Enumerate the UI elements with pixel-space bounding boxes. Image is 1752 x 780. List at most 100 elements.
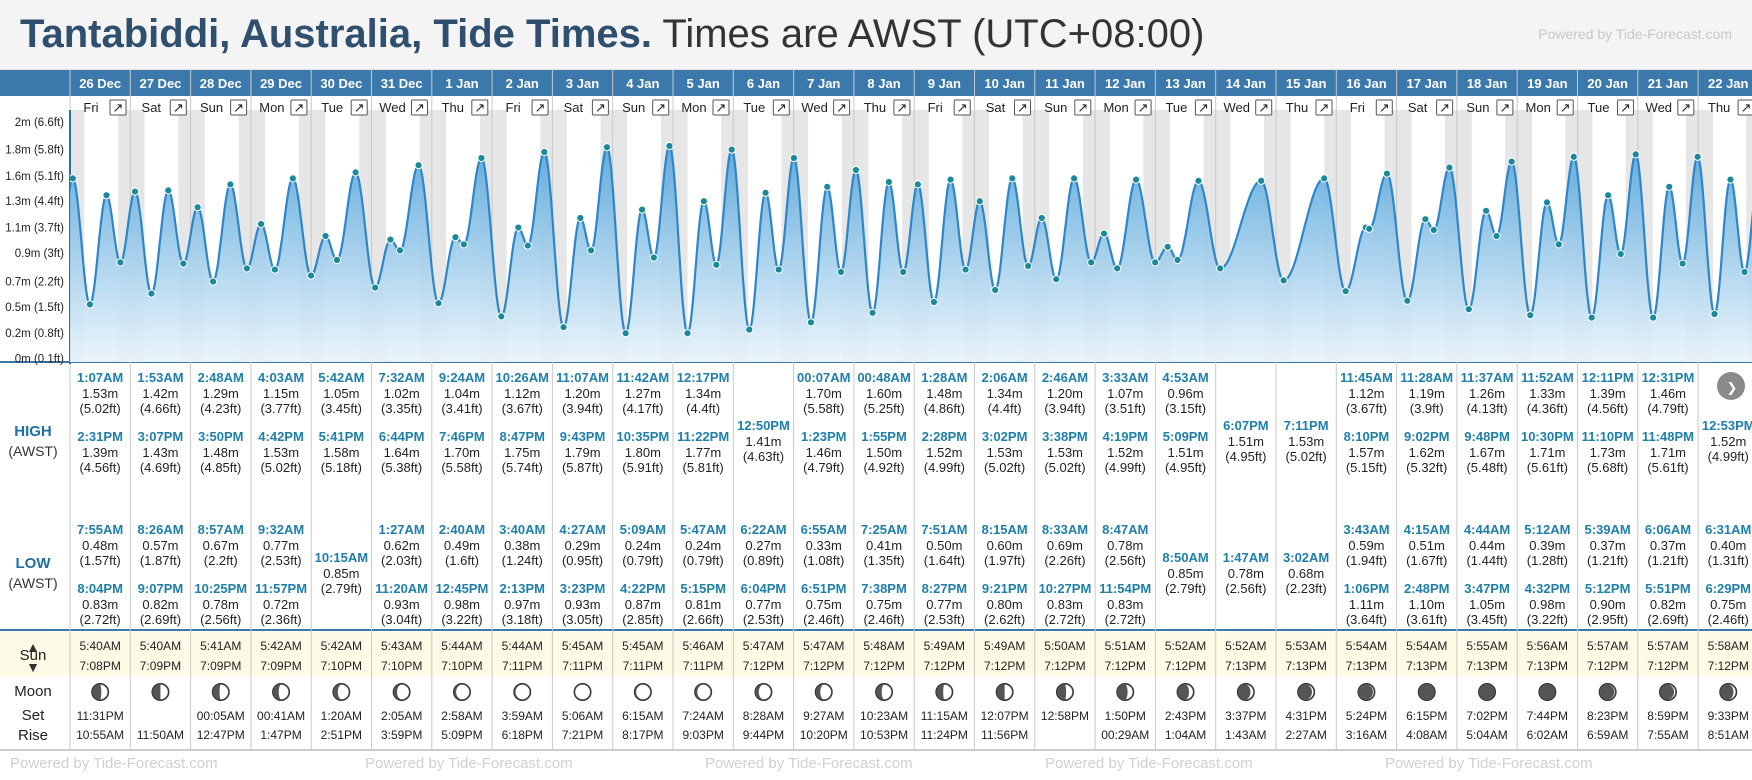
high-tide-marker	[699, 197, 708, 206]
expand-day-button[interactable]	[169, 99, 187, 116]
expand-day-button[interactable]	[1496, 99, 1514, 116]
expand-day-button[interactable]	[1677, 99, 1695, 116]
high-tide-feet: (4.69ft)	[140, 460, 181, 475]
expand-day-button[interactable]	[109, 99, 127, 116]
expand-icon: ↗	[776, 100, 787, 115]
moonrise-time: 8:17PM	[622, 728, 663, 742]
expand-icon: ↗	[293, 100, 304, 115]
expand-day-button[interactable]	[1556, 99, 1574, 116]
date-label: 27 Dec	[139, 76, 181, 91]
weekday-label: Sun	[622, 100, 645, 115]
high-tide-time: 4:19PM	[1102, 429, 1148, 444]
sunrise-time: 5:54AM	[1406, 639, 1447, 653]
high-tide-feet: (5.58ft)	[441, 460, 482, 475]
powered-by-watermark: Powered by Tide-Forecast.com	[705, 755, 913, 772]
weekday-label: Fri	[506, 100, 521, 115]
expand-day-button[interactable]	[1436, 99, 1454, 116]
weekday-label: Mon	[1103, 100, 1128, 115]
moonset-time: 7:24AM	[682, 709, 723, 723]
weekday-label: Mon	[259, 100, 284, 115]
moonset-time: 11:15AM	[921, 709, 968, 723]
expand-day-button[interactable]	[1014, 99, 1031, 116]
low-tide-meters: 0.81m	[685, 597, 721, 612]
expand-day-button[interactable]	[772, 99, 790, 116]
low-tide-meters: 0.72m	[263, 597, 299, 612]
sunset-time: 7:11PM	[562, 659, 602, 673]
moonset-time: 8:59PM	[1647, 709, 1688, 723]
low-tide-feet: (2.72ft)	[1105, 612, 1146, 627]
high-tide-time: 10:26AM	[496, 370, 549, 385]
expand-day-button[interactable]	[471, 99, 489, 116]
low-tide-feet: (2.56ft)	[1105, 553, 1146, 568]
low-tide-feet: (0.95ft)	[562, 553, 603, 568]
sunrise-time: 5:45AM	[562, 639, 603, 653]
moon-phase-icon	[1598, 683, 1617, 701]
low-tide-meters: 0.83m	[1047, 597, 1083, 612]
high-tide-marker	[288, 174, 297, 183]
high-tide-feet: (5.74ft)	[502, 460, 543, 475]
expand-day-button[interactable]	[1737, 99, 1752, 116]
y-tick-label: 0.2m (0.8ft)	[5, 328, 64, 340]
high-tide-marker	[946, 175, 955, 184]
low-tide-feet: (1.21ft)	[1587, 553, 1628, 568]
high-tide-feet: (5.81ft)	[683, 460, 724, 475]
high-tide-meters: 1.48m	[203, 445, 239, 460]
moonrise-time: 1:47PM	[260, 728, 301, 742]
powered-by-watermark: Powered by Tide-Forecast.com	[10, 755, 218, 772]
expand-day-button[interactable]	[411, 99, 428, 116]
sunrise-time: 5:46AM	[682, 639, 723, 653]
sunset-time: 7:11PM	[683, 659, 723, 673]
expand-day-button[interactable]	[1255, 99, 1273, 116]
high-tide-marker	[665, 141, 674, 151]
expand-day-button[interactable]	[1315, 99, 1333, 116]
expand-day-button[interactable]	[1194, 99, 1212, 116]
expand-day-button[interactable]	[1617, 99, 1634, 116]
high-tide-time: 11:07AM	[556, 370, 609, 385]
expand-day-button[interactable]	[712, 99, 730, 116]
expand-day-button[interactable]	[290, 99, 308, 116]
high-tide-meters: 1.80m	[625, 445, 661, 460]
low-tide-time: 3:43AM	[1343, 522, 1389, 537]
weekday-label: Thu	[442, 100, 464, 115]
moonrise-time: 4:08AM	[1406, 728, 1447, 742]
high-tide-marker	[975, 197, 984, 206]
moon-phase-lit	[219, 684, 229, 700]
high-tide-marker	[451, 233, 460, 242]
low-tide-time: 8:04PM	[77, 581, 123, 596]
high-tide-marker	[1665, 182, 1674, 191]
low-tide-time: 5:47AM	[680, 522, 726, 537]
high-tide-meters: 1.79m	[564, 445, 600, 460]
expand-icon: ↗	[1258, 100, 1269, 115]
expand-day-button[interactable]	[531, 99, 549, 116]
expand-day-button[interactable]	[833, 99, 851, 116]
high-tide-feet: (5.61ft)	[1527, 460, 1568, 475]
moon-phase-lit	[881, 684, 892, 700]
high-tide-feet: (5.02ft)	[80, 401, 121, 416]
moonset-time: 2:58AM	[441, 709, 482, 723]
expand-day-button[interactable]	[1074, 99, 1092, 116]
high-tide-time: 1:07AM	[77, 370, 123, 385]
sunrise-time: 5:51AM	[1105, 639, 1146, 653]
high-tide-meters: 1.52m	[1107, 445, 1143, 460]
high-tide-time: 11:37AM	[1461, 370, 1514, 385]
moon-phase-lit	[100, 684, 108, 700]
page-title: Tantabiddi, Australia, Tide Times. Times…	[20, 12, 1204, 57]
expand-day-button[interactable]	[591, 99, 609, 116]
expand-day-button[interactable]	[652, 99, 670, 116]
expand-day-button[interactable]	[1134, 99, 1152, 116]
expand-day-button[interactable]	[350, 99, 368, 116]
low-tide-feet: (3.22ft)	[1527, 612, 1568, 627]
sunset-time: 7:13PM	[1346, 659, 1387, 673]
expand-day-button[interactable]	[893, 99, 911, 116]
low-tide-feet: (1.64ft)	[924, 553, 965, 568]
next-page-button[interactable]	[1717, 372, 1745, 400]
high-tide-feet: (4.85ft)	[200, 460, 241, 475]
low-tide-feet: (1.57ft)	[80, 553, 121, 568]
expand-day-button[interactable]	[953, 99, 971, 116]
high-tide-meters: 1.46m	[806, 445, 842, 460]
expand-day-button[interactable]	[1375, 99, 1393, 116]
weekday-label: Thu	[1286, 100, 1308, 115]
expand-day-button[interactable]	[230, 99, 248, 116]
moonrise-time: 5:04AM	[1466, 728, 1507, 742]
low-tide-feet: (2.46ft)	[803, 612, 844, 627]
